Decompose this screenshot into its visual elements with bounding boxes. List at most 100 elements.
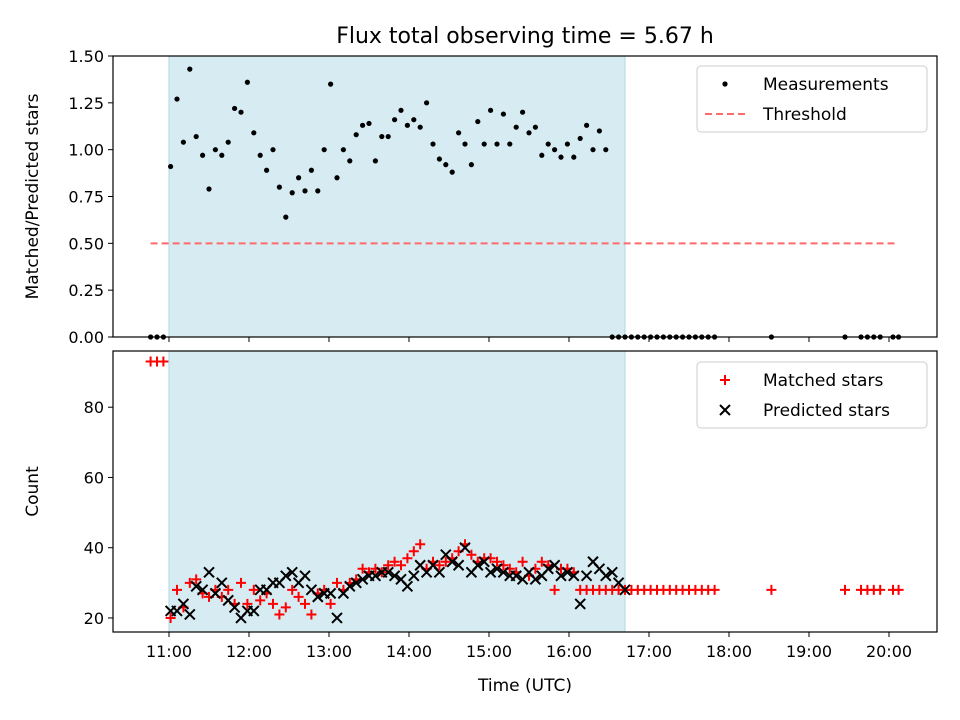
predicted-star-point <box>510 570 522 582</box>
legend-measurement-swatch <box>722 81 728 87</box>
matched-star-point <box>300 598 310 609</box>
measurement-point <box>270 147 276 153</box>
measurement-point <box>340 147 346 153</box>
matched-star-point <box>440 556 451 567</box>
measurement-point <box>488 107 494 113</box>
predicted-star-point <box>459 541 471 554</box>
predicted-star-point <box>356 573 369 586</box>
legend-label: Predicted stars <box>763 401 890 421</box>
predicted-star-point <box>452 559 465 571</box>
matched-star-point <box>236 577 246 588</box>
matched-star-point <box>492 556 502 567</box>
measurement-point <box>564 141 571 147</box>
predicted-star-point <box>344 580 356 593</box>
measurement-point <box>347 158 353 164</box>
matched-star-point <box>274 609 285 620</box>
matched-star-point <box>332 577 342 588</box>
predicted-star-point <box>529 573 542 586</box>
measurement-point <box>174 96 180 102</box>
measurement-point <box>251 130 257 136</box>
measurement-point <box>257 152 263 158</box>
measurement-point <box>545 141 551 147</box>
measurement-point <box>398 107 404 113</box>
predicted-star-point <box>542 563 554 575</box>
matched-star-point <box>466 549 477 560</box>
predicted-star-point <box>568 570 580 582</box>
measurement-point <box>411 117 417 123</box>
measurement-point <box>302 188 308 194</box>
measurement-point <box>590 147 596 153</box>
measurement-point <box>328 81 334 87</box>
legend-predicted-swatch <box>719 404 731 416</box>
predicted-star-point <box>184 608 196 621</box>
x-tick-label: 14:00 <box>386 642 432 661</box>
measurement-point <box>494 141 500 147</box>
matched-star-point <box>223 584 234 595</box>
predicted-star-point <box>382 566 394 578</box>
y-tick-label: 1.00 <box>68 141 104 160</box>
matched-star-point <box>293 591 304 602</box>
y-axis-label: Count <box>23 466 43 517</box>
matched-star-point <box>840 584 850 595</box>
x-tick-label: 11:00 <box>146 642 192 661</box>
y-tick-label: 1.50 <box>68 47 104 66</box>
y-tick-label: 0.75 <box>68 188 104 207</box>
x-tick-label: 16:00 <box>546 642 592 661</box>
matched-star-point <box>287 584 298 595</box>
predicted-star-point <box>312 591 324 603</box>
chart-title: Flux total observing time = 5.67 h <box>336 24 714 49</box>
measurement-point <box>468 162 474 168</box>
measurement-point <box>449 169 455 175</box>
matched-star-point <box>517 556 528 567</box>
matched-star-point <box>396 560 406 571</box>
legend-label: Measurements <box>763 75 889 95</box>
measurement-point <box>168 163 174 170</box>
matched-star-point <box>306 609 317 620</box>
predicted-star-point <box>555 570 567 582</box>
matched-star-point <box>191 574 202 585</box>
observing-span <box>169 56 625 337</box>
predicted-star-point <box>324 587 337 600</box>
predicted-star-point <box>606 566 618 578</box>
matched-star-point <box>434 560 445 571</box>
measurement-point <box>372 158 378 164</box>
measurement-point <box>475 118 481 125</box>
predicted-star-point <box>299 570 311 582</box>
matched-star-point <box>389 556 400 567</box>
measurement-point <box>603 147 609 153</box>
measurement-point <box>321 147 327 153</box>
predicted-star-point <box>228 601 241 614</box>
measurement-point <box>219 152 225 158</box>
matched-star-point <box>165 612 176 623</box>
measurement-point <box>200 152 206 158</box>
measurement-point <box>238 109 244 115</box>
measurement-point <box>264 167 270 173</box>
predicted-star-point <box>600 570 612 582</box>
predicted-star-point <box>484 566 497 578</box>
predicted-star-point <box>491 563 503 575</box>
measurement-point <box>187 66 193 72</box>
measurement-point <box>436 156 442 162</box>
measurement-point <box>539 152 545 158</box>
legend-matched-swatch <box>720 375 730 385</box>
x-tick-label: 19:00 <box>786 642 832 661</box>
predicted-star-point <box>196 584 209 596</box>
matched-star-point <box>875 584 886 595</box>
measurement-point <box>507 141 513 147</box>
axes-frame <box>112 55 938 338</box>
y-tick-label: 0.00 <box>68 328 104 347</box>
y-axis-label: Matched/Predicted stars <box>23 93 43 299</box>
observing-span <box>169 351 625 632</box>
measurement-point <box>353 132 359 138</box>
measurement-point <box>577 135 583 142</box>
y-tick-label: 60 <box>84 468 104 487</box>
predicted-star-point <box>497 566 510 578</box>
y-tick-label: 1.25 <box>68 94 104 113</box>
measurement-point <box>532 124 539 130</box>
measurement-point <box>308 167 314 173</box>
legend-label: Matched stars <box>763 371 883 391</box>
x-tick-label: 13:00 <box>306 642 352 661</box>
bottom-panel: 20 40 60 80 11:00 12:00 13:00 14:00 15:00 16:00 17… <box>23 350 938 696</box>
matched-star-point <box>357 563 368 574</box>
matched-star-point <box>383 560 394 571</box>
